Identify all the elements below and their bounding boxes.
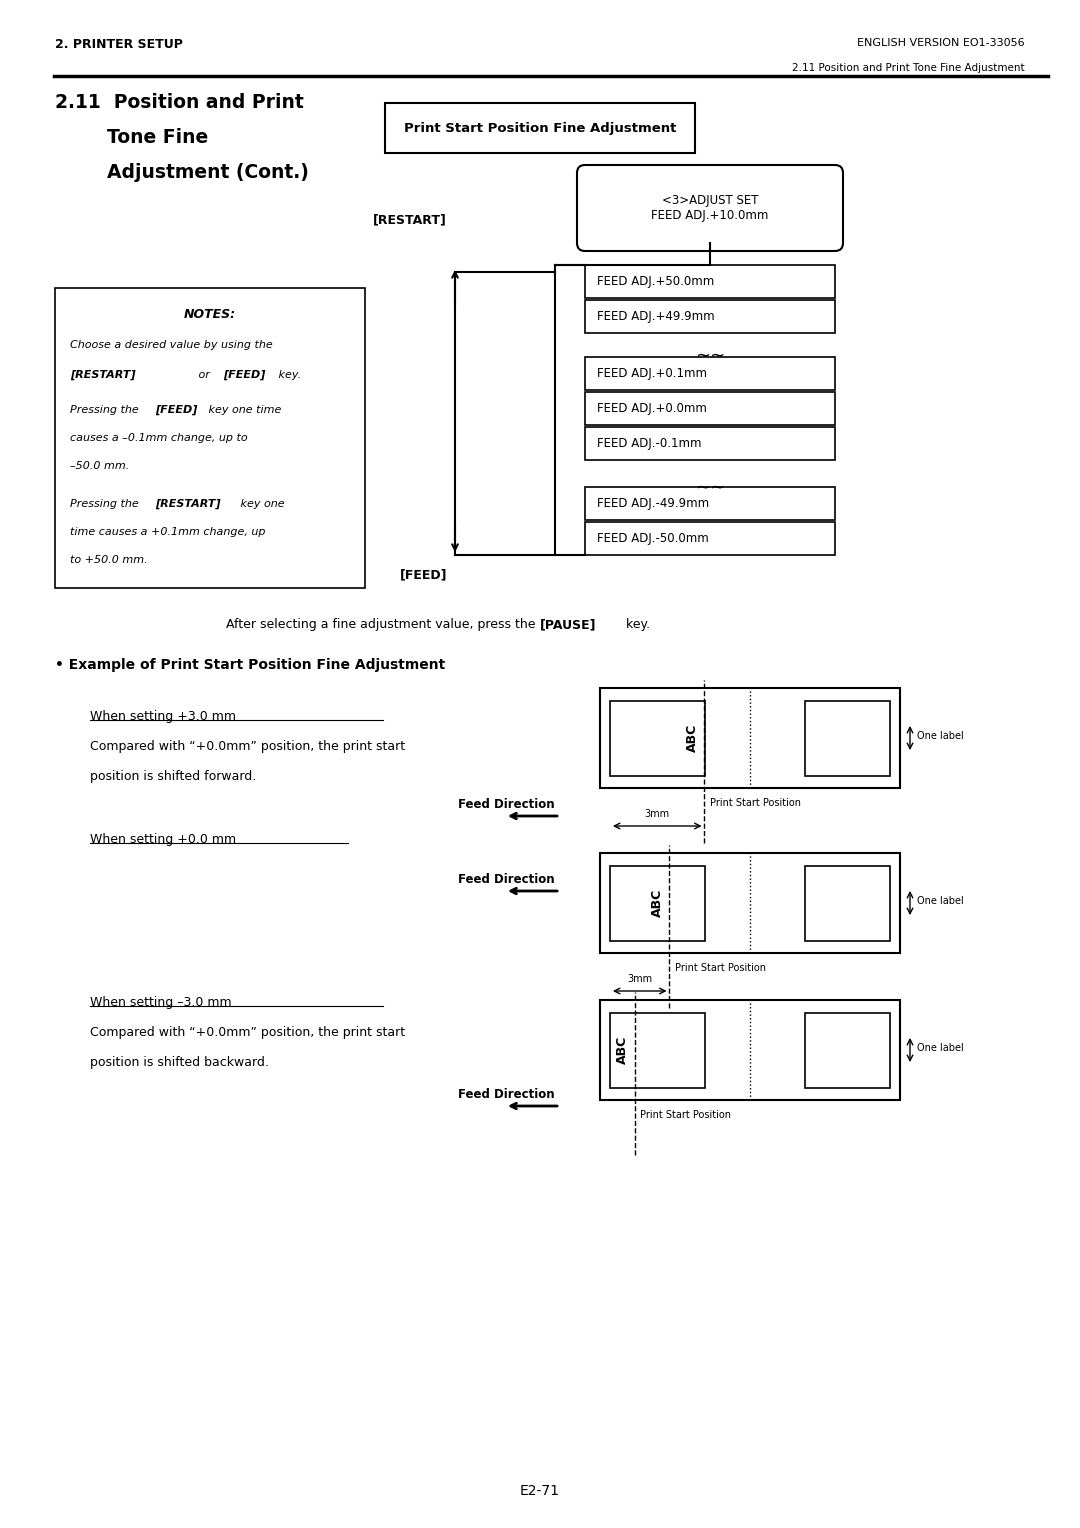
Text: One label: One label bbox=[917, 730, 963, 741]
Text: When setting +0.0 mm: When setting +0.0 mm bbox=[90, 833, 237, 847]
Text: NOTES:: NOTES: bbox=[184, 309, 237, 321]
Text: time causes a +0.1mm change, up: time causes a +0.1mm change, up bbox=[70, 527, 266, 536]
Text: Tone Fine: Tone Fine bbox=[55, 128, 208, 147]
Text: to +50.0 mm.: to +50.0 mm. bbox=[70, 555, 148, 565]
Text: Feed Direction: Feed Direction bbox=[458, 872, 555, 886]
Text: • Example of Print Start Position Fine Adjustment: • Example of Print Start Position Fine A… bbox=[55, 659, 445, 672]
Text: ENGLISH VERSION EO1-33056: ENGLISH VERSION EO1-33056 bbox=[858, 38, 1025, 47]
FancyBboxPatch shape bbox=[585, 393, 835, 425]
FancyBboxPatch shape bbox=[585, 299, 835, 333]
Text: Pressing the: Pressing the bbox=[70, 500, 143, 509]
Bar bbox=[610, 1013, 705, 1088]
Text: 2. PRINTER SETUP: 2. PRINTER SETUP bbox=[55, 38, 183, 50]
Text: FEED ADJ.-50.0mm: FEED ADJ.-50.0mm bbox=[597, 532, 708, 545]
Text: key.: key. bbox=[622, 617, 650, 631]
FancyBboxPatch shape bbox=[585, 358, 835, 390]
Text: key one: key one bbox=[237, 500, 285, 509]
Text: ABC: ABC bbox=[616, 1036, 629, 1063]
Text: position is shifted backward.: position is shifted backward. bbox=[90, 1056, 269, 1070]
FancyBboxPatch shape bbox=[585, 426, 835, 460]
Bar bbox=[600, 999, 900, 1100]
FancyBboxPatch shape bbox=[384, 102, 696, 153]
Text: FEED ADJ.-49.9mm: FEED ADJ.-49.9mm bbox=[597, 497, 710, 510]
Text: Print Start Position: Print Start Position bbox=[711, 798, 801, 808]
Text: FEED ADJ.+0.1mm: FEED ADJ.+0.1mm bbox=[597, 367, 707, 380]
FancyBboxPatch shape bbox=[55, 287, 365, 588]
Text: Print Start Position: Print Start Position bbox=[640, 1109, 731, 1120]
Text: –50.0 mm.: –50.0 mm. bbox=[70, 461, 130, 471]
Text: 3mm: 3mm bbox=[627, 973, 652, 984]
Bar bbox=[610, 865, 705, 941]
Text: key one time: key one time bbox=[205, 405, 282, 416]
Text: Compared with “+0.0mm” position, the print start: Compared with “+0.0mm” position, the pri… bbox=[90, 740, 405, 753]
Bar bbox=[805, 700, 890, 776]
Text: FEED ADJ.+49.9mm: FEED ADJ.+49.9mm bbox=[597, 310, 715, 322]
Text: Pressing the: Pressing the bbox=[70, 405, 143, 416]
Bar bbox=[805, 1013, 890, 1088]
Text: <3>ADJUST SET
FEED ADJ.+10.0mm: <3>ADJUST SET FEED ADJ.+10.0mm bbox=[651, 194, 769, 222]
Text: ABC: ABC bbox=[651, 889, 664, 917]
Text: ∼∼: ∼∼ bbox=[694, 478, 725, 497]
Text: key.: key. bbox=[275, 370, 301, 380]
FancyBboxPatch shape bbox=[585, 264, 835, 298]
Text: When setting –3.0 mm: When setting –3.0 mm bbox=[90, 996, 231, 1008]
Text: Print Start Position: Print Start Position bbox=[675, 963, 767, 973]
Text: ABC: ABC bbox=[686, 724, 699, 752]
Text: When setting +3.0 mm: When setting +3.0 mm bbox=[90, 711, 237, 723]
FancyBboxPatch shape bbox=[585, 487, 835, 520]
FancyBboxPatch shape bbox=[585, 523, 835, 555]
Text: causes a –0.1mm change, up to: causes a –0.1mm change, up to bbox=[70, 432, 247, 443]
Text: [RESTART]: [RESTART] bbox=[70, 370, 136, 380]
Text: or: or bbox=[195, 370, 214, 380]
Text: Feed Direction: Feed Direction bbox=[458, 1088, 555, 1102]
FancyBboxPatch shape bbox=[577, 165, 843, 251]
Bar bbox=[610, 700, 705, 776]
Text: FEED ADJ.+0.0mm: FEED ADJ.+0.0mm bbox=[597, 402, 707, 416]
Text: 3mm: 3mm bbox=[645, 808, 670, 819]
Bar bbox=[600, 688, 900, 788]
Text: [FEED]: [FEED] bbox=[156, 405, 198, 416]
Text: E2-71: E2-71 bbox=[519, 1484, 561, 1497]
Bar bbox=[805, 865, 890, 941]
Text: FEED ADJ.+50.0mm: FEED ADJ.+50.0mm bbox=[597, 275, 714, 287]
Text: One label: One label bbox=[917, 895, 963, 906]
Text: Compared with “+0.0mm” position, the print start: Compared with “+0.0mm” position, the pri… bbox=[90, 1025, 405, 1039]
Text: [FEED]: [FEED] bbox=[400, 568, 447, 582]
Text: One label: One label bbox=[917, 1044, 963, 1053]
Text: Adjustment (Cont.): Adjustment (Cont.) bbox=[55, 163, 309, 182]
Text: After selecting a fine adjustment value, press the: After selecting a fine adjustment value,… bbox=[227, 617, 540, 631]
Text: 2.11  Position and Print: 2.11 Position and Print bbox=[55, 93, 303, 112]
Text: [RESTART]: [RESTART] bbox=[156, 500, 220, 509]
Text: 2.11 Position and Print Tone Fine Adjustment: 2.11 Position and Print Tone Fine Adjust… bbox=[793, 63, 1025, 73]
Text: ∼∼: ∼∼ bbox=[694, 347, 725, 365]
Text: [FEED]: [FEED] bbox=[222, 370, 266, 380]
Text: Choose a desired value by using the: Choose a desired value by using the bbox=[70, 341, 273, 350]
Text: position is shifted forward.: position is shifted forward. bbox=[90, 770, 256, 782]
Text: FEED ADJ.-0.1mm: FEED ADJ.-0.1mm bbox=[597, 437, 702, 451]
Text: [RESTART]: [RESTART] bbox=[373, 214, 447, 226]
Text: Print Start Position Fine Adjustment: Print Start Position Fine Adjustment bbox=[404, 122, 676, 134]
Text: [PAUSE]: [PAUSE] bbox=[540, 617, 596, 631]
Bar bbox=[600, 853, 900, 953]
Text: Feed Direction: Feed Direction bbox=[458, 798, 555, 811]
